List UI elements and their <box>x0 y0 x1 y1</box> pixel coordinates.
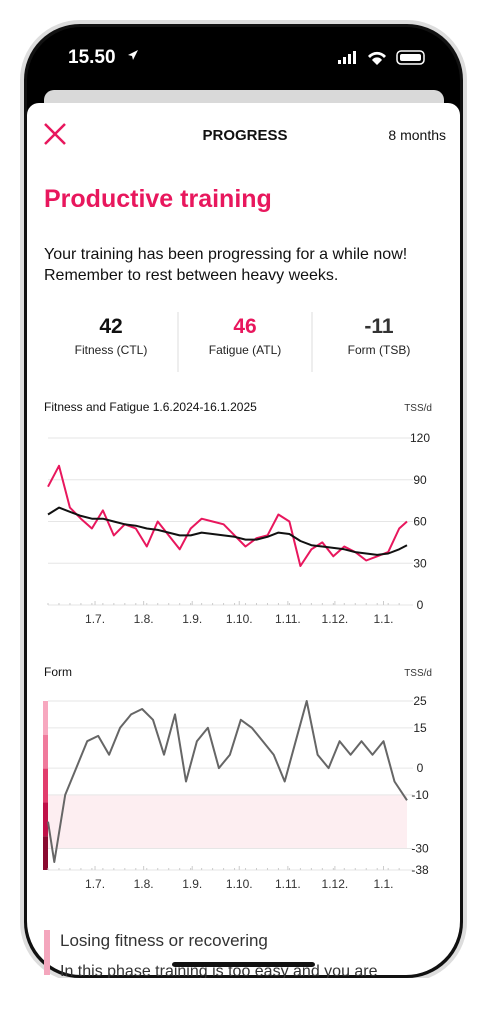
zone-scale <box>43 836 48 870</box>
description: Remember to rest between heavy weeks. <box>44 267 338 284</box>
location-icon <box>128 50 138 60</box>
bottom-edge <box>0 978 487 1008</box>
phase-indicator <box>44 930 50 975</box>
y-tick-label: -38 <box>411 863 429 877</box>
status-icons <box>338 50 425 65</box>
x-tick-label: 1.10. <box>226 877 253 891</box>
y-tick-label: -30 <box>411 842 429 856</box>
x-tick-label: 1.7. <box>85 877 105 891</box>
series-line <box>47 464 408 567</box>
header-title: PROGRESS <box>202 127 287 144</box>
stat-value: -11 <box>364 315 394 338</box>
x-tick-label: 1.12. <box>322 877 349 891</box>
x-tick-label: 1.9. <box>182 612 202 626</box>
status-time: 15.50 <box>68 47 116 68</box>
y-tick-label: 60 <box>413 515 427 529</box>
stats: 42 Fitness (CTL) 46 Fatigue (ATL) -11 Form (T… <box>75 312 411 372</box>
zone-scale <box>43 768 48 803</box>
stat-value: 46 <box>233 315 256 338</box>
close-button[interactable] <box>44 123 66 145</box>
x-tick-label: 1.9. <box>182 877 202 891</box>
y-tick-label: 0 <box>417 761 424 775</box>
charts: Fitness and Fatigue 1.6.2024-16.1.2025 TS… <box>43 400 432 891</box>
series-line <box>47 506 408 556</box>
form-zone <box>48 794 407 849</box>
stat-label: Fatigue (ATL) <box>209 343 281 357</box>
chart-title: Form <box>44 665 72 679</box>
zone-scale <box>43 802 48 837</box>
headline: Productive training <box>44 185 272 213</box>
x-tick-label: 1.8. <box>134 877 154 891</box>
y-tick-label: -10 <box>411 788 429 802</box>
home-indicator <box>172 962 315 967</box>
x-tick-label: 1.12. <box>322 612 349 626</box>
x-tick-label: 1.1. <box>373 877 393 891</box>
x-tick-label: 1.1. <box>373 612 393 626</box>
x-tick-label: 1.7. <box>85 612 105 626</box>
stat-label: Form (TSB) <box>348 343 411 357</box>
zone-scale <box>43 734 48 769</box>
x-tick-label: 1.10. <box>226 612 253 626</box>
y-tick-label: 25 <box>413 694 427 708</box>
axis-unit: TSS/d <box>404 668 432 679</box>
stat-value: 42 <box>99 315 122 338</box>
period-selector[interactable]: 8 months <box>388 127 446 143</box>
phase-text: In this phase training is too easy and y… <box>60 963 378 980</box>
stat-label: Fitness (CTL) <box>75 343 148 357</box>
x-tick-label: 1.11. <box>275 612 301 626</box>
chart-title: Fitness and Fatigue 1.6.2024-16.1.2025 <box>44 400 257 414</box>
x-tick-label: 1.8. <box>134 612 154 626</box>
y-tick-label: 15 <box>413 721 427 735</box>
y-tick-label: 120 <box>410 431 430 445</box>
description: Your training has been progressing for a… <box>44 246 407 263</box>
y-tick-label: 90 <box>413 473 427 487</box>
phase-title: Losing fitness or recovering <box>60 931 268 950</box>
y-tick-label: 30 <box>413 556 427 570</box>
y-tick-label: 0 <box>417 598 424 612</box>
axis-unit: TSS/d <box>404 403 432 414</box>
series-line <box>47 700 408 863</box>
zone-scale <box>43 701 48 735</box>
x-tick-label: 1.11. <box>275 877 301 891</box>
